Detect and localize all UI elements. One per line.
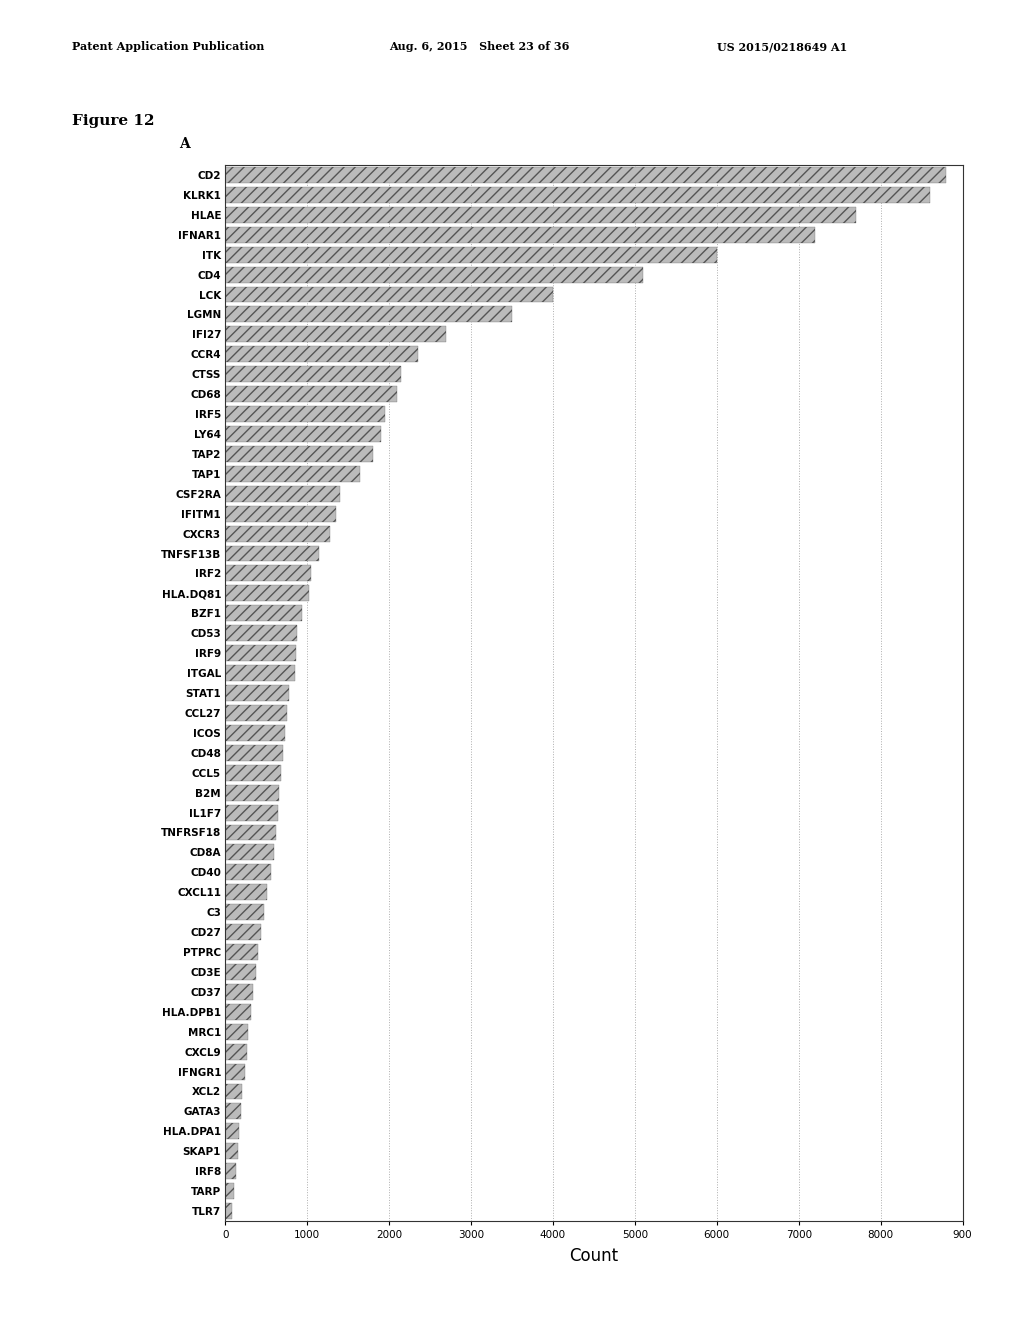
Bar — [225, 784, 280, 801]
Bar — [225, 446, 373, 462]
Bar — [225, 545, 319, 561]
Bar — [225, 1203, 231, 1218]
Bar — [225, 247, 717, 263]
Bar — [225, 705, 287, 721]
Bar — [225, 1003, 251, 1020]
Text: Figure 12: Figure 12 — [72, 115, 155, 128]
Text: Patent Application Publication: Patent Application Publication — [72, 41, 264, 53]
Bar — [225, 565, 311, 581]
Bar — [225, 267, 643, 282]
Bar — [225, 207, 856, 223]
Bar — [225, 366, 401, 383]
Bar — [225, 744, 284, 760]
Text: A: A — [179, 137, 189, 150]
Bar — [225, 227, 815, 243]
Bar — [225, 326, 446, 342]
Bar — [225, 964, 256, 979]
Bar — [225, 1163, 236, 1179]
Bar — [225, 486, 340, 502]
Bar — [225, 1104, 241, 1119]
Bar — [225, 525, 330, 541]
Bar — [225, 1123, 240, 1139]
Bar — [225, 825, 276, 841]
Bar — [225, 665, 295, 681]
Bar — [225, 606, 302, 622]
Bar — [225, 1064, 245, 1080]
Bar — [225, 626, 297, 642]
Bar — [225, 168, 946, 183]
Bar — [225, 506, 336, 521]
Bar — [225, 725, 285, 741]
Bar — [225, 764, 281, 780]
Bar — [225, 346, 418, 362]
Bar — [225, 1044, 247, 1060]
Bar — [225, 1183, 234, 1199]
Bar — [225, 466, 360, 482]
Bar — [225, 685, 289, 701]
Bar — [225, 1143, 238, 1159]
Bar — [225, 1084, 243, 1100]
Bar — [225, 426, 381, 442]
Bar — [225, 845, 273, 861]
Bar — [225, 187, 930, 203]
Bar — [225, 944, 258, 960]
Bar — [225, 805, 278, 821]
Bar — [225, 585, 309, 602]
Bar — [225, 645, 296, 661]
Bar — [225, 904, 264, 920]
Text: US 2015/0218649 A1: US 2015/0218649 A1 — [717, 41, 847, 53]
Bar — [225, 865, 271, 880]
Bar — [225, 387, 397, 403]
Bar — [225, 407, 385, 422]
Bar — [225, 286, 553, 302]
Bar — [225, 1024, 248, 1040]
Bar — [225, 983, 253, 999]
X-axis label: Count: Count — [569, 1247, 618, 1265]
Bar — [225, 924, 260, 940]
Text: Aug. 6, 2015   Sheet 23 of 36: Aug. 6, 2015 Sheet 23 of 36 — [389, 41, 569, 53]
Bar — [225, 306, 512, 322]
Bar — [225, 884, 267, 900]
